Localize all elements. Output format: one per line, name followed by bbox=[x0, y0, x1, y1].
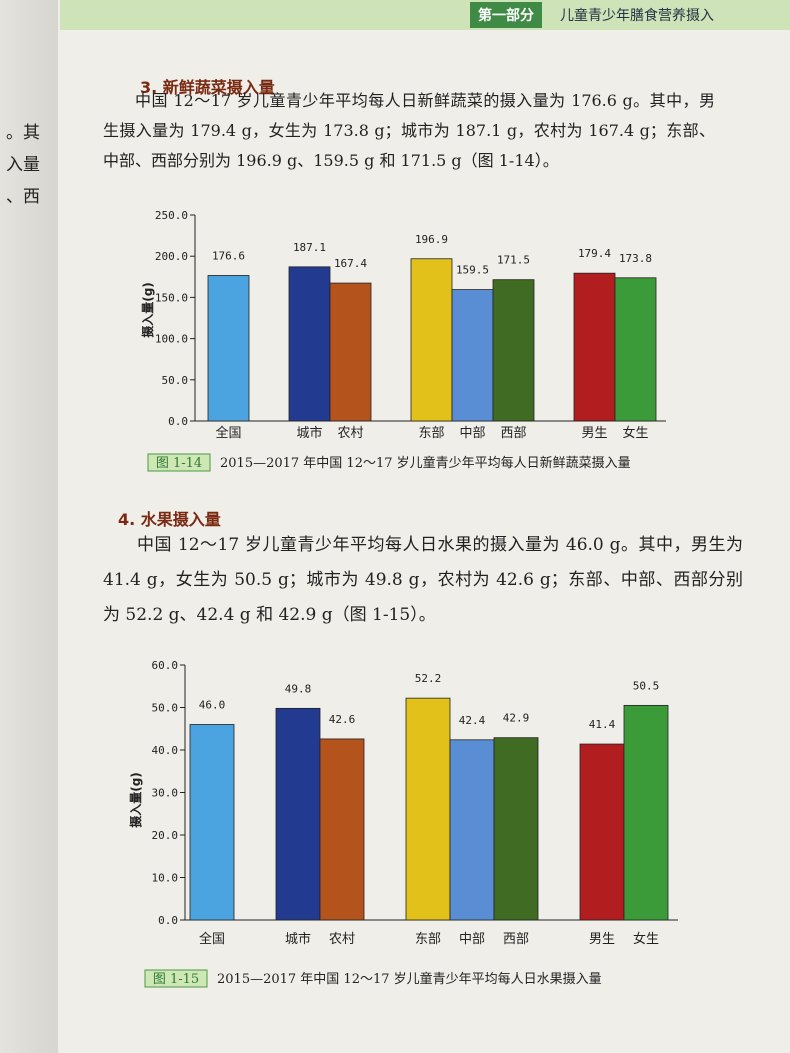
x-tick-label: 东部 bbox=[418, 426, 444, 441]
value-label: 167.4 bbox=[334, 257, 367, 270]
fragment: 、西 bbox=[6, 187, 40, 207]
bar bbox=[189, 724, 235, 921]
y-tick-label: 250.0 bbox=[155, 209, 188, 222]
chart: 0.0 50.0 100.0 150.0 200.0 250.0 176.6 全国 187.1 城… bbox=[140, 209, 666, 472]
x-tick-label: 农村 bbox=[337, 426, 363, 441]
bar bbox=[275, 707, 321, 921]
value-label: 187.1 bbox=[293, 241, 326, 254]
bar bbox=[329, 282, 372, 422]
x-tick-label: 男生 bbox=[581, 426, 607, 441]
bar bbox=[451, 289, 494, 422]
y-tick-label: 100.0 bbox=[155, 333, 188, 346]
value-label: 42.6 bbox=[329, 713, 356, 726]
value-label: 50.5 bbox=[633, 679, 660, 692]
bar bbox=[288, 266, 331, 422]
header-title: 儿童青少年膳食营养摄入 bbox=[560, 8, 714, 24]
left-page: 。其 入量 、西 bbox=[0, 0, 58, 1053]
x-tick-label: 西部 bbox=[503, 932, 529, 947]
y-tick-label: 50.0 bbox=[162, 374, 189, 387]
bar bbox=[449, 739, 495, 921]
figure-caption: 2015—2017 年中国 12～17 岁儿童青少年平均每人日水果摄入量 bbox=[217, 971, 602, 987]
x-tick-label: 西部 bbox=[500, 426, 526, 441]
value-label: 46.0 bbox=[199, 699, 226, 712]
header-part: 第一部分 bbox=[470, 2, 542, 28]
bar bbox=[319, 738, 365, 921]
y-tick-label: 30.0 bbox=[152, 787, 179, 800]
y-tick-label: 40.0 bbox=[152, 744, 179, 757]
y-tick-label: 150.0 bbox=[155, 291, 188, 304]
x-tick-label: 中部 bbox=[459, 426, 485, 441]
fragment: 。其 bbox=[6, 123, 40, 143]
paragraph: 中国 12～17 岁儿童青少年平均每人日水果的摄入量为 46.0 g。其中，男生… bbox=[103, 535, 743, 625]
bar bbox=[405, 697, 451, 921]
x-tick-label: 东部 bbox=[415, 932, 441, 947]
value-label: 176.6 bbox=[212, 249, 245, 262]
y-tick-label: 0.0 bbox=[168, 415, 188, 428]
x-tick-label: 男生 bbox=[589, 932, 615, 947]
x-tick-label: 城市 bbox=[296, 425, 322, 441]
x-tick-label: 女生 bbox=[633, 931, 659, 947]
bar bbox=[579, 743, 625, 921]
section-heading: 4. 水果摄入量 bbox=[118, 510, 221, 529]
bar bbox=[614, 277, 657, 422]
y-tick-label: 20.0 bbox=[152, 829, 179, 842]
y-tick-label: 50.0 bbox=[152, 702, 179, 715]
value-label: 196.9 bbox=[415, 233, 448, 246]
figure-number: 图 1-15 bbox=[153, 972, 199, 987]
y-tick-label: 60.0 bbox=[152, 659, 179, 672]
figure-caption: 2015—2017 年中国 12～17 岁儿童青少年平均每人日新鲜蔬菜摄入量 bbox=[220, 455, 631, 471]
bar bbox=[493, 737, 539, 921]
value-label: 179.4 bbox=[578, 247, 611, 260]
y-axis-label: 摄入量(g) bbox=[140, 282, 155, 338]
x-tick-label: 全国 bbox=[215, 425, 241, 441]
figure-number: 图 1-14 bbox=[156, 456, 202, 471]
value-label: 41.4 bbox=[589, 718, 616, 731]
value-label: 42.9 bbox=[503, 712, 530, 725]
y-tick-label: 200.0 bbox=[155, 250, 188, 263]
value-label: 171.5 bbox=[497, 254, 530, 267]
x-tick-label: 女生 bbox=[622, 425, 648, 441]
value-label: 52.2 bbox=[415, 672, 442, 685]
bar bbox=[623, 704, 669, 921]
header-band bbox=[60, 0, 790, 30]
paragraph: 中国 12～17 岁儿童青少年平均每人日新鲜蔬菜的摄入量为 176.6 g。其中… bbox=[103, 91, 715, 170]
value-label: 173.8 bbox=[619, 252, 652, 265]
bar bbox=[207, 275, 250, 422]
y-tick-label: 0.0 bbox=[158, 914, 178, 927]
bar bbox=[410, 258, 453, 422]
x-tick-label: 全国 bbox=[199, 931, 225, 947]
section-heading: 3. 新鲜蔬菜摄入量 bbox=[140, 78, 275, 97]
bar bbox=[492, 279, 535, 422]
y-tick-label: 10.0 bbox=[152, 872, 179, 885]
y-axis-label: 摄入量(g) bbox=[128, 772, 143, 828]
x-tick-label: 城市 bbox=[285, 931, 311, 947]
value-label: 159.5 bbox=[456, 264, 489, 277]
value-label: 42.4 bbox=[459, 714, 486, 727]
figure-tag bbox=[147, 453, 211, 472]
figure-tag bbox=[144, 969, 208, 988]
chart: 0.0 10.0 20.0 30.0 40.0 50.0 60.0 46.0 全国 49.8 城市 4… bbox=[128, 659, 678, 988]
fragment: 入量 bbox=[6, 155, 40, 175]
x-tick-label: 农村 bbox=[329, 932, 355, 947]
x-tick-label: 中部 bbox=[459, 932, 485, 947]
value-label: 49.8 bbox=[285, 682, 312, 695]
bar bbox=[573, 272, 616, 422]
